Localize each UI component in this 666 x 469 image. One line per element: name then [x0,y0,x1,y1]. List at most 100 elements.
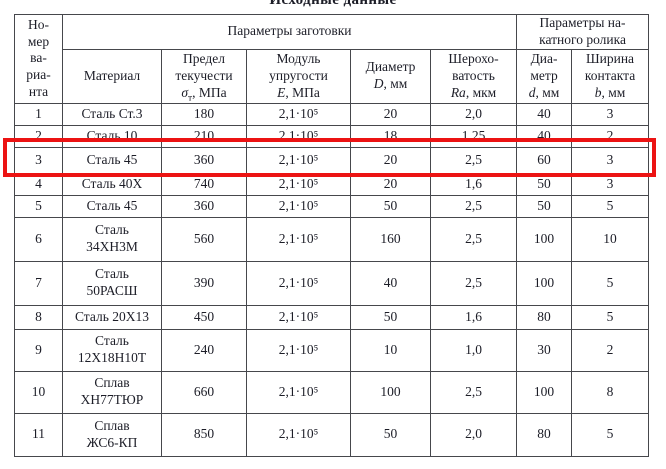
elastic-modulus-cell: 2,1·10⁵ [246,194,351,218]
elastic-modulus-cell: 2,1·10⁵ [246,124,351,148]
roller-diameter-cell: 40 [516,102,573,126]
header-modulus-symbol-line: E, МПа [249,85,348,102]
material-cell: Сплав ЖС6-КП [62,412,162,457]
table-row: 10 Сплав ХН77ТЮР 660 2,1·10⁵ 100 2,5 100 8 [14,370,650,414]
header-roller-diameter-lines: Диа- метр [530,50,558,83]
table-row: 11 Сплав ЖС6-КП 850 2,1·10⁵ 50 2,0 80 5 [14,412,650,457]
diameter-cell: 50 [350,304,431,330]
contact-width-cell: 3 [571,172,650,196]
elastic-modulus-cell: 2,1·10⁵ [246,412,351,457]
diameter-cell: 40 [350,260,431,306]
elastic-modulus-cell: 2,1·10⁵ [246,328,351,372]
roughness-cell: 1,25 [429,124,518,148]
material-cell: Сталь 45 [62,194,162,218]
elastic-modulus-cell: 2,1·10⁵ [246,172,351,196]
yield-strength-cell: 360 [161,194,247,218]
diameter-unit: , мм [383,76,408,92]
contact-width-unit: , мм [601,84,626,100]
b-symbol: b [594,84,602,100]
header-contact-width-symbol-line: b, мм [574,85,646,102]
roller-diameter-unit: , мм [535,84,560,100]
yield-strength-cell: 850 [161,412,247,457]
table-row: 4 Сталь 40Х 740 2,1·10⁵ 20 1,6 50 3 [14,172,650,196]
header-roughness-lines: Шерохо- ватость [448,50,499,83]
header-variant-number: Но- мер ва- риа- нта [14,14,63,104]
variant-number-cell: 8 [14,304,63,330]
variant-number-cell: 2 [14,124,63,148]
elastic-modulus-cell: 2,1·10⁵ [246,370,351,414]
header-roller-diameter: Диа- метр d, мм [516,48,573,104]
contact-width-cell: 10 [571,216,650,262]
yield-unit: , МПа [192,84,227,100]
material-cell: Сталь 20Х13 [62,304,162,330]
roller-diameter-cell: 80 [516,412,573,457]
variant-number-cell: 9 [14,328,63,372]
yield-strength-cell: 660 [161,370,247,414]
contact-width-cell: 8 [571,370,650,414]
roughness-cell: 2,0 [429,412,518,457]
variant-number-cell: 5 [14,194,63,218]
header-roller-diameter-symbol-line: d, мм [519,85,569,102]
roughness-cell: 2,5 [429,260,518,306]
header-contact-width: Ширина контакта b, мм [571,48,650,104]
material-cell: Сталь 45 [62,146,162,174]
table-header: Но- мер ва- риа- нта Параметры заготовки… [14,14,650,104]
header-yield-lines: Предел текучести [175,50,233,83]
yield-strength-cell: 240 [161,328,247,372]
contact-width-cell: 5 [571,304,650,330]
elastic-modulus-cell: 2,1·10⁵ [246,146,351,174]
roller-diameter-cell: 60 [516,146,573,174]
material-cell: Сталь 12Х18Н10Т [62,328,162,372]
diameter-cell: 20 [350,172,431,196]
material-cell: Сталь 10 [62,124,162,148]
diameter-cell: 100 [350,370,431,414]
material-cell: Сталь Ст.3 [62,102,162,126]
diameter-cell: 50 [350,194,431,218]
roller-diameter-cell: 100 [516,370,573,414]
yield-strength-cell: 450 [161,304,247,330]
roughness-cell: 1,6 [429,304,518,330]
roller-diameter-cell: 100 [516,216,573,262]
header-material: Материал [62,48,162,104]
roughness-cell: 2,5 [429,370,518,414]
table-row: 1 Сталь Ст.3 180 2,1·10⁵ 20 2,0 40 3 [14,102,650,126]
table-row: 5 Сталь 45 360 2,1·10⁵ 50 2,5 50 5 [14,194,650,218]
Ra-symbol: Ra [450,84,466,100]
header-group-roller: Параметры на- катного ролика [516,14,650,50]
material-cell: Сталь 50РАСШ [62,260,162,306]
roller-diameter-cell: 80 [516,304,573,330]
roughness-cell: 2,5 [429,146,518,174]
header-roughness: Шерохо- ватость Ra, мкм [429,48,518,104]
contact-width-cell: 3 [571,102,650,126]
roughness-cell: 2,5 [429,216,518,262]
D-symbol: D [373,76,384,92]
elastic-modulus-cell: 2,1·10⁵ [246,216,351,262]
roughness-unit: , мкм [465,84,497,100]
document-title: Исходные данные [269,0,397,8]
header-yield-symbol-line: σт, МПа [164,84,244,103]
material-cell: Сталь 40Х [62,172,162,196]
material-cell: Сталь 34ХН3М [62,216,162,262]
elastic-modulus-cell: 2,1·10⁵ [246,304,351,330]
variant-number-cell: 6 [14,216,63,262]
table-body: 1 Сталь Ст.3 180 2,1·10⁵ 20 2,0 40 3 2 Сталь 10 21… [14,102,650,457]
header-yield-strength: Предел текучести σт, МПа [161,48,247,104]
roughness-cell: 1,0 [429,328,518,372]
header-diameter-lines: Диаметр [365,59,416,75]
contact-width-cell: 5 [571,412,650,457]
header-roughness-symbol-line: Ra, мкм [433,85,514,102]
roughness-cell: 1,6 [429,172,518,196]
header-contact-width-lines: Ширина контакта [584,50,636,83]
table-row: 6 Сталь 34ХН3М 560 2,1·10⁵ 160 2,5 100 10 [14,216,650,262]
diameter-cell: 10 [350,328,431,372]
variant-number-cell: 7 [14,260,63,306]
roller-diameter-cell: 50 [516,172,573,196]
sigma-symbol: σ [181,84,188,100]
variant-number-cell: 10 [14,370,63,414]
elastic-modulus-cell: 2,1·10⁵ [246,102,351,126]
roller-diameter-cell: 100 [516,260,573,306]
diameter-cell: 20 [350,102,431,126]
modulus-unit: , МПа [285,84,320,100]
yield-strength-cell: 390 [161,260,247,306]
roughness-cell: 2,5 [429,194,518,218]
